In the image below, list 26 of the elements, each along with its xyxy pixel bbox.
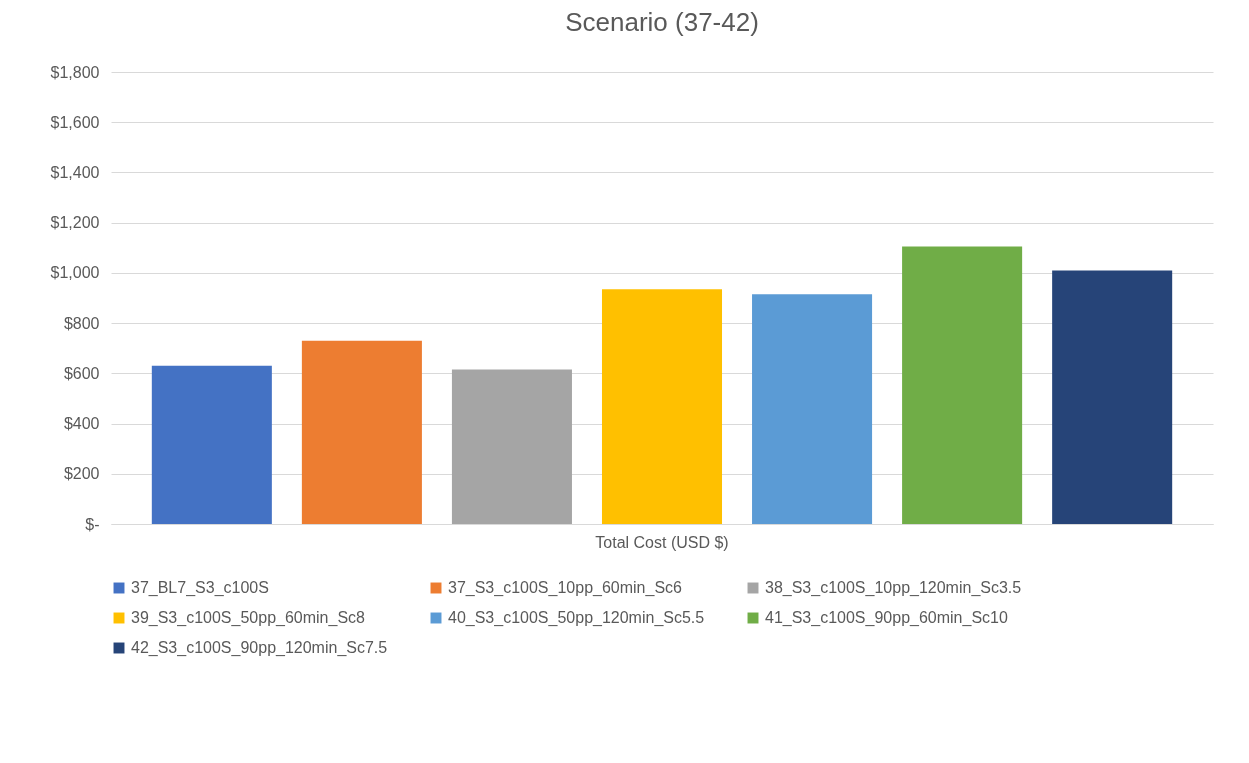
legend-label: 37_BL7_S3_c100S (131, 579, 269, 597)
bar (752, 294, 873, 524)
y-tick-label: $600 (63, 364, 100, 382)
legend-label: 39_S3_c100S_50pp_60min_Sc8 (131, 609, 366, 627)
bar (151, 365, 272, 524)
y-tick-label: $1,600 (50, 113, 100, 131)
legend-label: 41_S3_c100S_90pp_60min_Sc10 (765, 609, 1008, 627)
legend-label: 37_S3_c100S_10pp_60min_Sc6 (448, 579, 683, 597)
bar (1052, 270, 1173, 524)
x-tick-label: Total Cost (USD $) (595, 533, 729, 551)
bar (301, 340, 422, 524)
y-tick-label: $1,800 (50, 63, 100, 81)
y-tick-label: $800 (63, 314, 100, 332)
bar (601, 289, 723, 524)
y-tick-label: $1,000 (50, 264, 100, 282)
chart-title: Scenario (37-42) (565, 7, 759, 37)
bar (902, 246, 1023, 524)
legend-label: 42_S3_c100S_90pp_120min_Sc7.5 (131, 639, 388, 657)
y-tick-label: $1,200 (50, 214, 100, 232)
y-tick-label: $200 (63, 465, 100, 483)
legend-label: 38_S3_c100S_10pp_120min_Sc3.5 (765, 579, 1022, 597)
y-tick-label: $1,400 (50, 163, 100, 181)
legend-label: 40_S3_c100S_50pp_120min_Sc5.5 (448, 609, 705, 627)
bar (451, 369, 572, 524)
y-tick-label: $- (85, 515, 100, 533)
y-tick-label: $400 (63, 415, 100, 433)
